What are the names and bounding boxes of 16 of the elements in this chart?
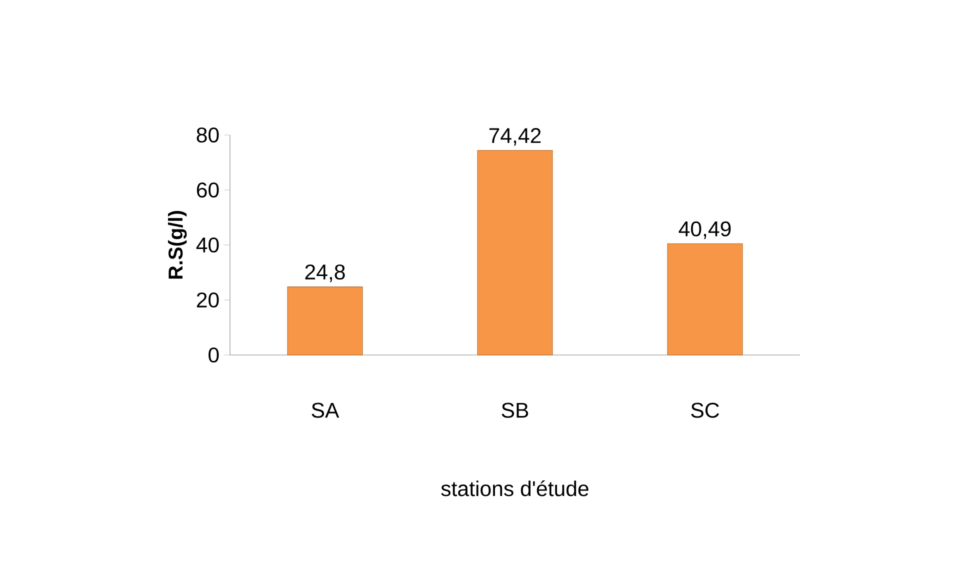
- y-tick-label: 40: [196, 237, 219, 253]
- bar: [287, 286, 363, 356]
- y-tick-label: 80: [196, 127, 219, 143]
- data-label: 40,49: [678, 221, 731, 239]
- data-label: 24,8: [305, 264, 345, 282]
- x-tick-label: SC: [691, 402, 720, 418]
- data-label: 74,42: [489, 128, 541, 146]
- bar: [667, 243, 743, 356]
- x-tick-label: SB: [502, 402, 528, 418]
- x-tick-label: SA: [312, 402, 340, 418]
- bar: [477, 150, 553, 356]
- y-tick-label: 60: [196, 182, 219, 198]
- y-axis-title: R.S(g/l): [168, 210, 187, 279]
- x-axis-title: stations d'étude: [441, 480, 588, 496]
- y-tick-label: 20: [196, 292, 219, 308]
- y-tick-label: 0: [208, 347, 219, 363]
